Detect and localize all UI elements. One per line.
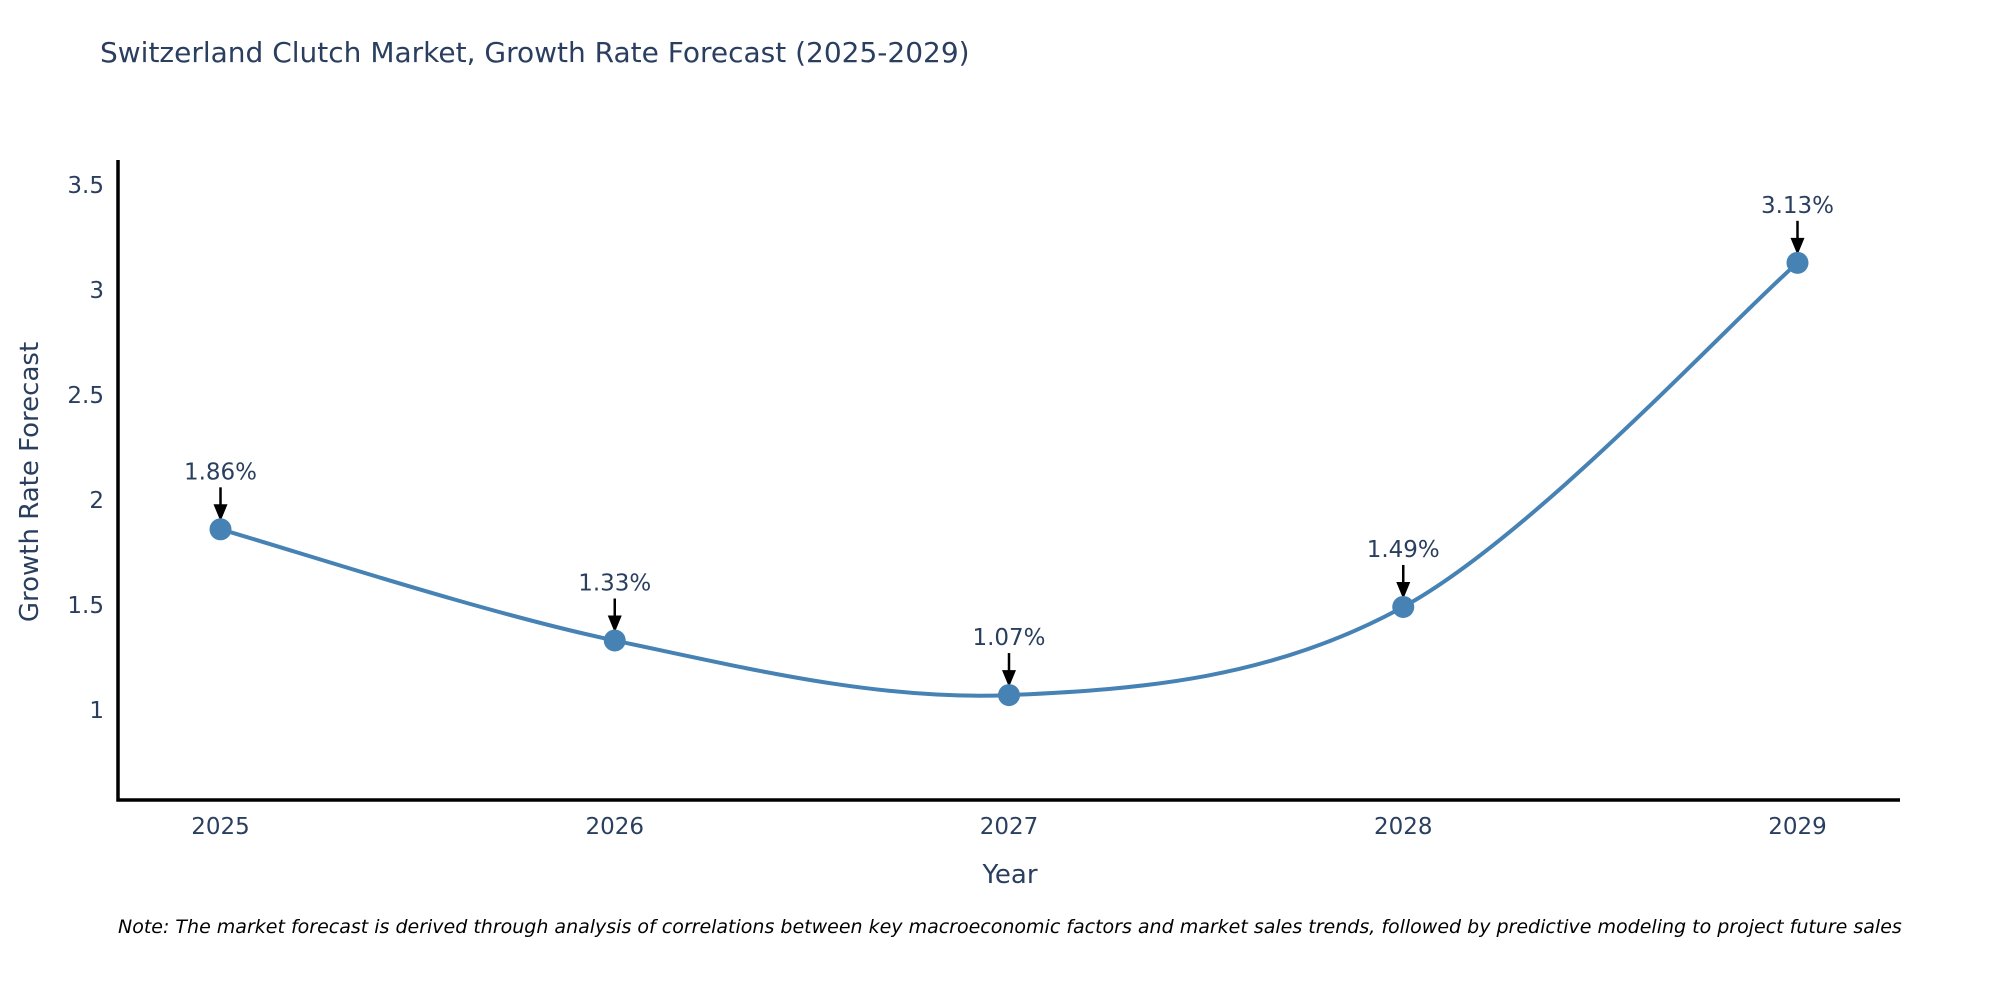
data-point-2027[interactable] [998,684,1020,707]
data-point-2028[interactable] [1392,595,1415,618]
data-point-2029[interactable] [1786,251,1809,274]
y-tick-label-3.5: 3.5 [67,173,104,199]
point-label-2027: 1.07% [972,625,1045,651]
annotation-arrow-head-2026 [607,615,622,633]
y-tick-label-1.5: 1.5 [67,593,104,619]
chart-title: Switzerland Clutch Market, Growth Rate F… [100,36,970,69]
x-tick-label-2028: 2028 [1374,814,1433,840]
x-tick-label-2029: 2029 [1768,814,1827,840]
point-label-2026: 1.33% [578,571,651,597]
y-tick-label-2.5: 2.5 [67,383,104,409]
x-tick-label-2026: 2026 [585,814,644,840]
annotation-arrow-head-2025 [213,504,228,522]
annotation-arrow-head-2027 [1002,670,1016,688]
axis-lines [116,160,1900,802]
footnote: Note: The market forecast is derived thr… [118,916,1902,938]
data-point-2025[interactable] [209,518,232,541]
x-axis-title: Year [982,860,1038,890]
y-tick-label-1: 1 [89,698,104,724]
x-tick-label-2025: 2025 [191,814,250,840]
point-label-2025: 1.86% [184,459,257,485]
y-tick-label-3: 3 [89,278,104,304]
data-point-2026[interactable] [603,629,626,652]
annotation-arrow-head-2029 [1790,237,1805,255]
point-label-2028: 1.49% [1367,537,1440,563]
annotation-arrow-head-2028 [1396,581,1411,599]
y-tick-label-2: 2 [89,488,104,514]
x-tick-label-2027: 2027 [980,814,1039,840]
point-label-2029: 3.13% [1761,193,1834,219]
